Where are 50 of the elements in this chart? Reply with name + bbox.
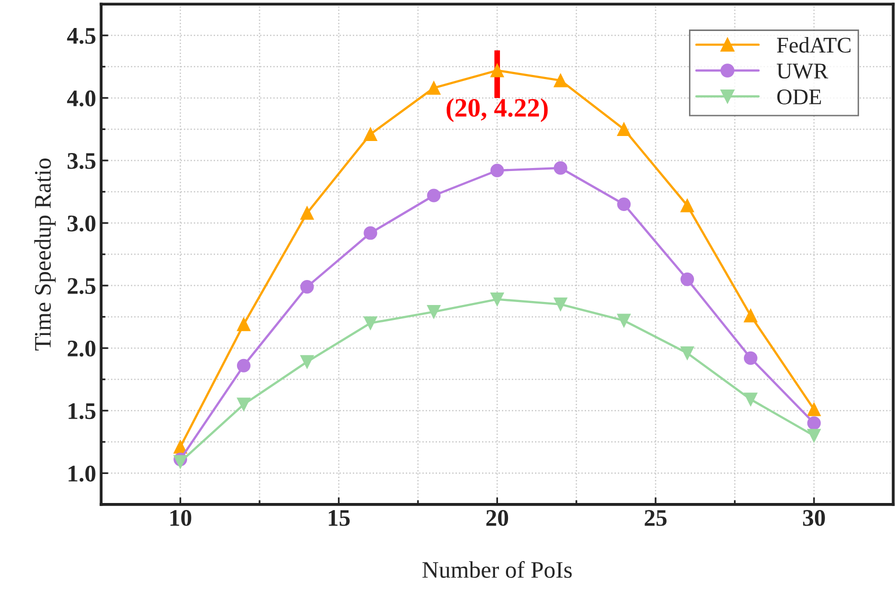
x-tick-label: 15 — [328, 510, 350, 526]
x-tick-label: 20 — [486, 510, 508, 526]
point — [744, 392, 758, 406]
point — [236, 398, 250, 412]
y-tick-label: 1.5 — [68, 403, 96, 420]
legend-label: ODE — [777, 89, 821, 104]
x-tick-label: 30 — [803, 510, 825, 526]
y-tick-label: 4.5 — [67, 28, 96, 44]
point — [300, 280, 314, 294]
point — [490, 64, 504, 78]
y-tick-label: 2.5 — [68, 278, 96, 294]
point — [490, 292, 504, 306]
point — [554, 74, 568, 88]
y-tick-label: 3.0 — [68, 216, 96, 232]
point — [744, 308, 758, 322]
point — [680, 198, 694, 212]
point — [490, 164, 504, 178]
point — [617, 314, 631, 328]
y-tick-label: 1.0 — [68, 466, 96, 482]
x-tick-label: 25 — [644, 510, 667, 526]
point — [364, 316, 378, 330]
point — [807, 416, 821, 430]
point — [427, 188, 441, 202]
point — [427, 81, 441, 95]
point — [617, 197, 631, 212]
point — [744, 351, 758, 365]
point — [427, 305, 441, 319]
point — [236, 358, 250, 372]
point — [300, 206, 314, 220]
point — [554, 161, 568, 175]
point — [807, 402, 821, 416]
point — [236, 318, 250, 332]
annotation: (20, 4.22) — [446, 98, 548, 122]
point — [807, 428, 821, 442]
y-axis-title: Time Speedup Ratio — [34, 158, 56, 350]
point — [680, 346, 694, 360]
y-tick-label: 3.5 — [68, 153, 96, 170]
point — [554, 298, 568, 312]
legend-label: UWR — [776, 64, 828, 79]
point — [680, 272, 694, 286]
y-tick-label: 4.0 — [67, 90, 96, 106]
point — [617, 122, 631, 136]
x-axis-title: Number of PoIs — [422, 561, 572, 578]
legend-label: FedATC — [777, 37, 850, 53]
point — [364, 226, 378, 240]
y-tick-label: 2.0 — [68, 340, 96, 357]
point — [364, 127, 378, 141]
x-tick-label: 10 — [170, 510, 192, 526]
point — [174, 455, 188, 469]
point — [300, 355, 314, 369]
